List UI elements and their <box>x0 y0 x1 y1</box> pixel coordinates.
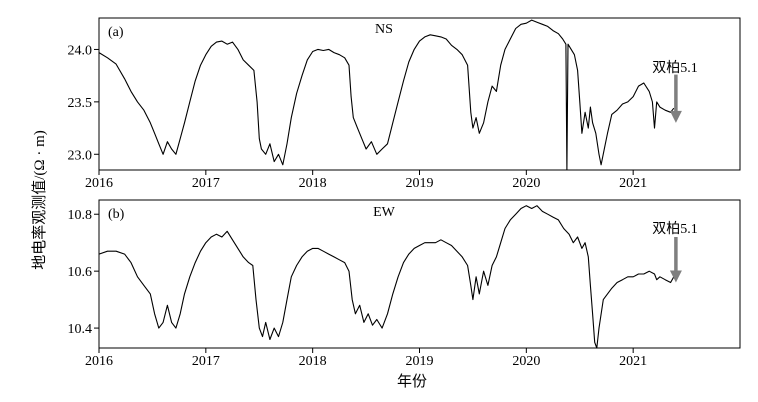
annotation-arrow-head <box>669 110 682 123</box>
x-tick-label: 2020 <box>512 176 540 191</box>
x-tick-label: 2021 <box>619 176 647 191</box>
x-tick-label: 2016 <box>85 176 113 191</box>
y-tick-label: 23.5 <box>68 96 93 111</box>
x-tick-label: 2019 <box>406 176 434 191</box>
panel-b: (b) EW 2016 2017 2018 2019 2020 2021 10.4 10.6 1… <box>68 199 741 369</box>
y-tick-label: 10.6 <box>68 265 93 280</box>
y-tick-label: 10.8 <box>68 208 93 223</box>
y-tick-label: 23.0 <box>68 148 93 163</box>
y-tick-label: 10.4 <box>68 322 93 337</box>
x-tick-label: 2017 <box>192 354 220 369</box>
panel-a-title: NS <box>375 22 393 37</box>
panel-b-annotation: 双柏5.1 <box>652 221 698 237</box>
panel-a: (a) NS 2016 2017 2018 2019 2020 202123.023.52… <box>68 17 741 191</box>
x-tick-label: 2018 <box>299 176 327 191</box>
panel-b-label: (b) <box>108 207 125 222</box>
panel-b-plot: 2016 2017 2018 2019 2020 2021 10.4 10.6 10.8 <box>68 205 682 369</box>
x-tick-label: 2020 <box>512 354 540 369</box>
x-axis-label: 年份 <box>397 373 427 390</box>
panel-b-title: EW <box>373 205 396 220</box>
x-tick-label: 2017 <box>192 176 220 191</box>
x-tick-label: 2016 <box>85 354 113 369</box>
series-line <box>98 19 675 171</box>
panel-a-annotation: 双柏5.1 <box>652 60 698 76</box>
y-tick-label: 24.0 <box>68 43 93 58</box>
x-tick-label: 2019 <box>406 354 434 369</box>
x-tick-label: 2018 <box>299 354 327 369</box>
panel-a-plot: 2016 2017 2018 2019 2020 2021 23.0 23.5 24.0 <box>68 19 682 191</box>
y-axis-label: 地电率观测值/(Ω · m) <box>31 130 48 269</box>
x-tick-label: 2021 <box>619 354 647 369</box>
series-line <box>98 205 675 349</box>
annotation-arrow-head <box>669 270 682 283</box>
panel-a-label: (a) <box>108 25 124 40</box>
